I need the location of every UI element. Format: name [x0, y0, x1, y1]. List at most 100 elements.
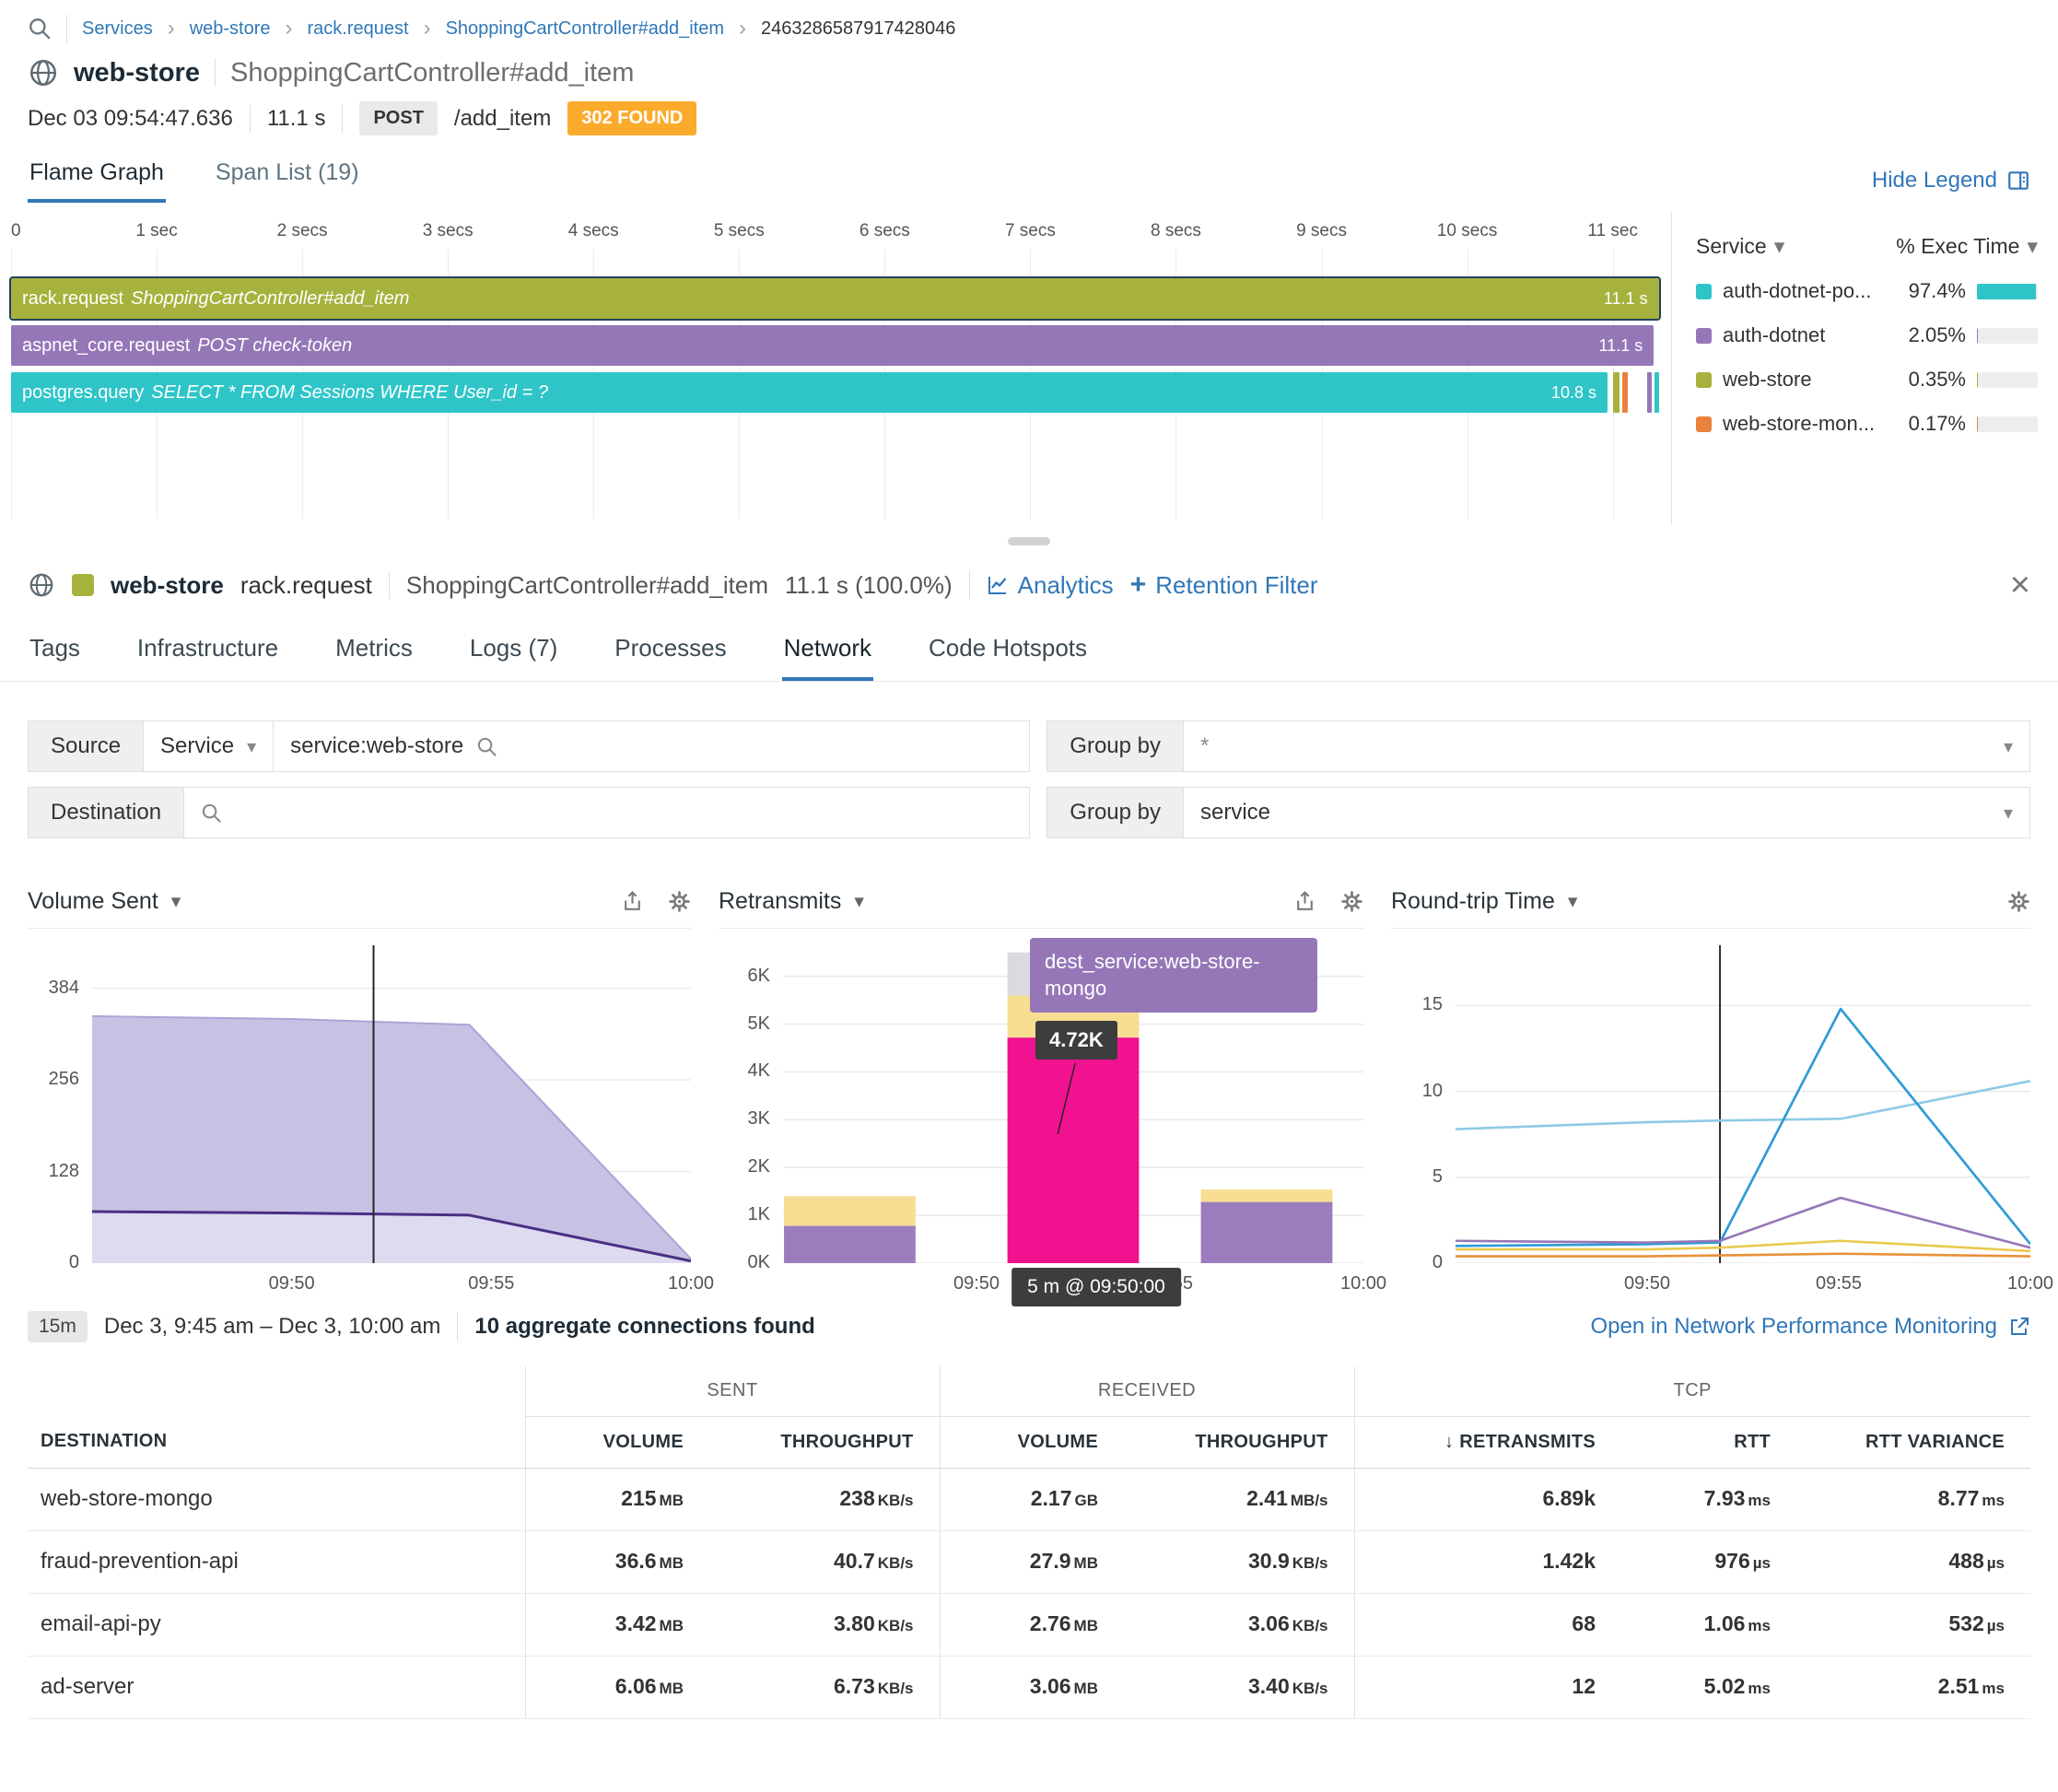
column-received-volume[interactable]: VOLUME — [939, 1416, 1124, 1469]
flame-span-sliver[interactable] — [1613, 372, 1620, 413]
chart-title: Retransmits — [719, 888, 842, 914]
flame-span[interactable]: rack.request ShoppingCartController#add_i… — [9, 276, 1661, 321]
rtt-orange-line — [1456, 1252, 2030, 1258]
breadcrumb-rack-request[interactable]: rack.request — [307, 18, 409, 39]
flame-span[interactable]: postgres.query SELECT * FROM Sessions WHE… — [11, 372, 1608, 413]
line-chart-plot: 09:50 09:55 10:00 — [1456, 945, 2053, 1294]
retention-filter-button[interactable]: + Retention Filter — [1130, 571, 1318, 600]
chevron-down-icon[interactable]: ▾ — [1567, 891, 1578, 912]
column-rtt[interactable]: RTT — [1621, 1416, 1796, 1469]
destination-groupby-value: service — [1200, 800, 1271, 825]
tab-network[interactable]: Network — [781, 619, 874, 681]
tab-span-list[interactable]: Span List (19) — [215, 159, 359, 185]
column-sent-throughput[interactable]: THROUGHPUT — [709, 1416, 940, 1469]
trace-tab-bar: Flame Graph Span List (19) Hide Legend — [0, 146, 2058, 203]
breadcrumb-separator: › — [738, 16, 746, 41]
resize-handle[interactable] — [1008, 536, 1050, 545]
value-cell: 3.40 KB/s — [1124, 1656, 1354, 1719]
search-icon[interactable] — [28, 17, 52, 41]
tab-infrastructure[interactable]: Infrastructure — [136, 634, 279, 662]
retransmits-bar-segment[interactable] — [1200, 1201, 1333, 1263]
globe-icon — [29, 59, 57, 87]
legend-service-name: web-store-mon... — [1723, 412, 1876, 435]
legend-exec-dropdown[interactable]: % Exec Time ▾ — [1896, 234, 2038, 259]
flame-span-sliver[interactable] — [1647, 372, 1653, 413]
volume-sent-chart: Volume Sent ▾ 384 256 128 0 09:50 09:55 10:00 — [28, 888, 714, 1294]
chevron-down-icon[interactable]: ▾ — [170, 891, 181, 912]
retransmits-bar-segment[interactable] — [1007, 1037, 1140, 1263]
legend-item[interactable]: web-store 0.35% — [1696, 368, 2038, 392]
legend-items: auth-dotnet-po... 97.4% auth-dotnet 2.05% we… — [1696, 279, 2038, 436]
y-axis-label: 3K — [747, 1108, 770, 1130]
column-retransmits[interactable]: ↓ RETRANSMITS — [1353, 1416, 1621, 1469]
breadcrumb-web-store[interactable]: web-store — [189, 18, 271, 39]
open-npm-link[interactable]: Open in Network Performance Monitoring — [1590, 1314, 2030, 1340]
column-received-throughput[interactable]: THROUGHPUT — [1124, 1416, 1354, 1469]
y-axis-label: 5 — [1432, 1165, 1443, 1187]
external-link-icon — [2011, 1318, 2029, 1335]
chevron-down-icon[interactable]: ▾ — [854, 891, 864, 912]
flame-span-row: aspnet_core.request POST check-token 11.1 … — [11, 325, 1664, 366]
column-destination[interactable]: DESTINATION — [28, 1416, 525, 1469]
panel-icon — [2008, 171, 2029, 190]
retransmits-bar-segment[interactable] — [1200, 1189, 1333, 1202]
breadcrumb-trace-id: 2463286587917428046 — [760, 18, 956, 39]
chevron-down-icon: ▾ — [2003, 736, 2013, 757]
value-unit: ms — [1748, 1617, 1771, 1634]
divider — [249, 104, 251, 133]
tab-processes[interactable]: Processes — [614, 634, 727, 662]
legend-item[interactable]: web-store-mon... 0.17% — [1696, 412, 2038, 436]
value-unit: MB — [659, 1492, 684, 1509]
tab-tags[interactable]: Tags — [29, 634, 80, 662]
tab-code-hotspots[interactable]: Code Hotspots — [929, 634, 1087, 662]
source-type-dropdown[interactable]: Service ▾ — [143, 720, 275, 772]
column-rtt-variance[interactable]: RTT VARIANCE — [1796, 1416, 2030, 1469]
tab-metrics[interactable]: Metrics — [335, 634, 413, 662]
column-sent-volume[interactable]: VOLUME — [524, 1416, 709, 1469]
globe-icon — [29, 573, 53, 597]
time-axis-label: 9 secs — [1296, 221, 1348, 240]
export-icon[interactable] — [621, 890, 644, 913]
destination-groupby-dropdown[interactable]: service ▾ — [1183, 787, 2030, 838]
value-cell: 1.06 ms — [1621, 1593, 1796, 1657]
legend-gauge — [1977, 283, 2038, 299]
flame-time-axis: 0 1 sec 2 secs 3 secs 4 secs 5 secs 6 secs 7 se… — [11, 217, 1664, 249]
x-axis-label: 09:50 — [268, 1273, 315, 1294]
legend-item[interactable]: auth-dotnet 2.05% — [1696, 323, 2038, 347]
divider — [66, 15, 67, 42]
source-groupby-dropdown[interactable]: * ▾ — [1183, 720, 2030, 772]
tab-logs-7-[interactable]: Logs (7) — [469, 634, 558, 662]
flame-span-sliver[interactable] — [1655, 372, 1659, 413]
close-icon[interactable]: × — [2009, 566, 2030, 604]
value-cell: 6.73 KB/s — [709, 1656, 940, 1719]
breadcrumb-resource[interactable]: ShoppingCartController#add_item — [445, 18, 724, 39]
breadcrumb-services[interactable]: Services — [82, 18, 153, 39]
source-query-input[interactable]: service:web-store — [273, 720, 1031, 772]
hide-legend-button[interactable]: Hide Legend — [1872, 168, 2030, 203]
retransmits-bar-segment[interactable] — [784, 1225, 916, 1263]
legend-service-dropdown[interactable]: Service ▾ — [1696, 234, 1784, 259]
legend-service-name: web-store — [1723, 368, 1812, 391]
value-cell: 3.06 MB — [939, 1656, 1124, 1719]
gear-icon[interactable] — [2007, 890, 2030, 913]
destination-filter-row: Destination Group by service ▾ — [28, 787, 2030, 838]
gear-icon[interactable] — [1340, 890, 1363, 913]
gear-icon[interactable] — [668, 890, 691, 913]
flame-span-sliver[interactable] — [1622, 372, 1628, 413]
legend-item[interactable]: auth-dotnet-po... 97.4% — [1696, 279, 2038, 303]
time-axis-label: 10 secs — [1436, 221, 1498, 240]
destination-query-input[interactable] — [183, 787, 1031, 838]
flame-span[interactable]: aspnet_core.request POST check-token 11.1 … — [11, 325, 1655, 366]
span-operation: aspnet_core.request — [22, 334, 191, 356]
value-cell: 7.93 ms — [1621, 1468, 1796, 1531]
rtt-blue-line — [1456, 1007, 2030, 1247]
export-icon[interactable] — [1293, 890, 1316, 913]
chart-title: Volume Sent — [28, 888, 158, 914]
value-unit: ms — [1748, 1492, 1771, 1509]
retransmits-bar-segment[interactable] — [784, 1196, 916, 1226]
tab-flame-graph[interactable]: Flame Graph — [28, 146, 166, 203]
analytics-button[interactable]: Analytics — [987, 571, 1114, 600]
x-axis-label: 09:50 — [1623, 1273, 1671, 1294]
round-trip-time-chart: Round-trip Time ▾ 15 10 5 0 09:50 09:55 10:00 — [1391, 888, 2053, 1294]
search-icon — [202, 803, 221, 823]
